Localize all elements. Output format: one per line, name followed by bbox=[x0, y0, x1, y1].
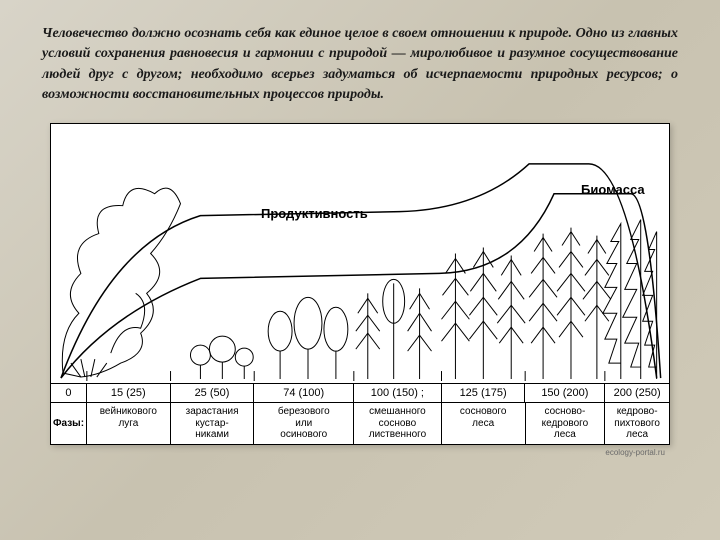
phase-cell: сосново-кедровоголеса bbox=[526, 403, 606, 444]
phase-cell: зарастаниякустар-никами bbox=[171, 403, 255, 444]
vegetation-stage-4 bbox=[441, 248, 525, 379]
axis-cell: 0 bbox=[51, 384, 87, 402]
phases-header: Фазы: bbox=[51, 403, 87, 444]
phase-cell: березовогоилиосинового bbox=[254, 403, 354, 444]
axis-cell: 150 (200) bbox=[525, 384, 605, 402]
axis-cell: 200 (250) bbox=[605, 384, 669, 402]
axis-cell: 25 (50) bbox=[171, 384, 255, 402]
chart-svg bbox=[51, 124, 669, 383]
axis-cell: 100 (150) ; bbox=[354, 384, 442, 402]
phase-cell: сосновоголеса bbox=[442, 403, 526, 444]
phase-cell: смешанногососноволиственного bbox=[354, 403, 442, 444]
vegetation-stage-0 bbox=[62, 188, 180, 377]
vegetation-stage-5 bbox=[529, 228, 611, 379]
productivity-label: Продуктивность bbox=[261, 206, 368, 221]
succession-figure: Продуктивность Биомасса 015 (25)25 (50)7… bbox=[50, 123, 670, 445]
intro-paragraph: Человечество должно осознать себя как ед… bbox=[42, 24, 678, 105]
vegetation-stage-2 bbox=[268, 298, 348, 380]
watermark: ecology-portal.ru bbox=[605, 448, 665, 457]
axis-numbers-row: 015 (25)25 (50)74 (100)100 (150) ;125 (1… bbox=[51, 384, 669, 403]
phases-row: Фазы:вейниковоголугазарастаниякустар-ник… bbox=[51, 403, 669, 444]
axis-cell: 74 (100) bbox=[254, 384, 354, 402]
vegetation-stage-6 bbox=[603, 220, 657, 379]
axis-cell: 15 (25) bbox=[87, 384, 171, 402]
vegetation-stage-1 bbox=[190, 336, 253, 379]
phase-cell: вейниковоголуга bbox=[87, 403, 171, 444]
vegetation-stage-3 bbox=[356, 280, 432, 380]
chart-area: Продуктивность Биомасса bbox=[51, 124, 669, 384]
biomass-label: Биомасса bbox=[581, 182, 645, 197]
axis-cell: 125 (175) bbox=[442, 384, 526, 402]
phase-cell: кедрово-пихтовоголеса bbox=[605, 403, 669, 444]
